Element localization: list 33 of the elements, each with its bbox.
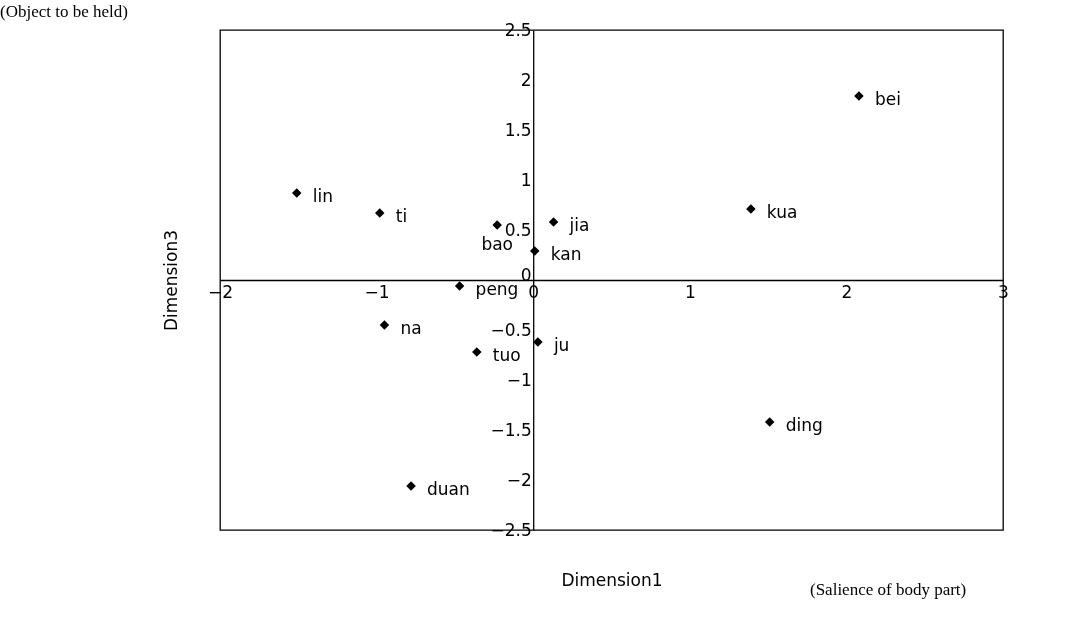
annotation: ju (552, 335, 570, 355)
y-tick-label: 2 (520, 69, 532, 90)
y-tick-label: 1.5 (504, 119, 532, 140)
annotation: peng (475, 279, 519, 299)
point (764, 417, 775, 427)
point (379, 320, 390, 330)
x-axis-title: Dimension1 (561, 569, 663, 590)
annotation: tuo (492, 345, 521, 365)
y-axis-title: Dimension3 (160, 229, 181, 332)
y-tick-label: −0.5 (490, 319, 532, 340)
y-tick-label: −2 (506, 469, 532, 490)
x-tick-label: 2 (841, 281, 853, 302)
annotation: kan (550, 244, 582, 264)
annotation: lin (312, 186, 333, 206)
point (374, 208, 385, 218)
annotation: bei (874, 89, 901, 109)
y-tick-label: 1 (520, 169, 532, 190)
point (454, 281, 465, 291)
annotation: ding (785, 415, 823, 435)
text: (Object to be held) (0, 2, 128, 22)
annotation: duan (427, 479, 470, 499)
annotation: kua (766, 202, 798, 222)
annotation: jia (568, 215, 590, 235)
text: (Salience of body part) (810, 580, 967, 600)
x-tick-label: 1 (684, 281, 696, 302)
annotation: na (400, 318, 422, 338)
annotation: ti (395, 206, 408, 226)
point (548, 217, 559, 227)
point (291, 188, 302, 198)
y-tick-label: −1.5 (490, 419, 532, 440)
y-tick-label: −1 (506, 369, 532, 390)
y-tick-label: 0.5 (504, 219, 532, 240)
x-tick-label: −1 (364, 281, 390, 302)
